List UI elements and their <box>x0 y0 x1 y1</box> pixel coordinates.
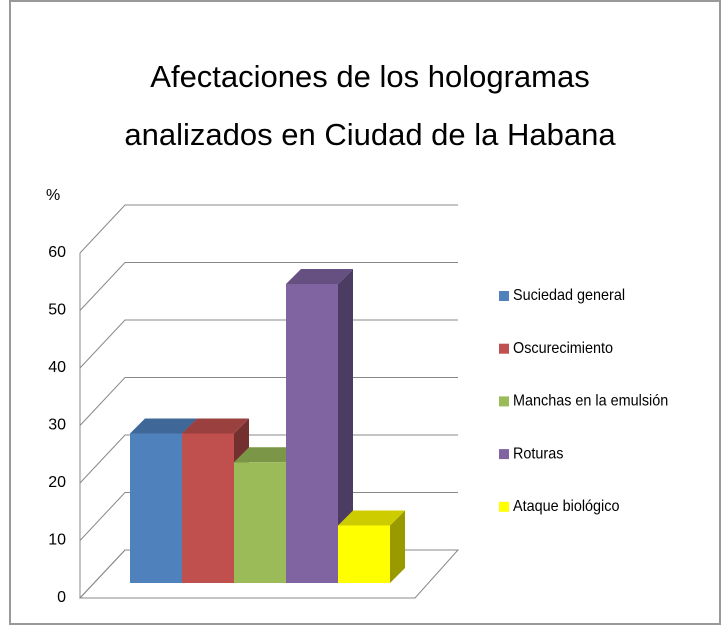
y-tick-label: 20 <box>48 474 66 491</box>
y-tick-label: 40 <box>48 359 66 376</box>
grid-line <box>79 262 458 311</box>
y-tick-label: 0 <box>57 589 66 606</box>
y-tick-label: 60 <box>48 244 66 261</box>
bar-top <box>338 510 405 526</box>
legend-swatch <box>499 343 509 354</box>
bar <box>338 525 390 583</box>
bar <box>182 433 234 583</box>
legend-label: Oscurecimiento <box>513 339 613 357</box>
bar <box>286 284 338 583</box>
legend-swatch <box>499 396 509 407</box>
bar <box>130 433 182 583</box>
y-tick-label: 10 <box>48 532 66 549</box>
bar-top <box>234 447 301 463</box>
legend-swatch <box>499 449 509 460</box>
y-tick-label: 50 <box>48 302 66 319</box>
bar-top <box>182 418 249 434</box>
legend-label: Suciedad general <box>513 287 625 305</box>
legend-swatch <box>499 501 509 512</box>
bar-top <box>286 269 353 284</box>
legend-label: Manchas en la emulsión <box>513 392 668 410</box>
chart-title: Afectaciones de los hologramas analizado… <box>124 59 616 152</box>
bar <box>234 462 286 583</box>
y-tick-label: 30 <box>48 417 66 434</box>
legend-swatch <box>499 291 509 301</box>
bar-side <box>390 510 405 583</box>
y-axis-label: % <box>46 187 60 204</box>
bar-side <box>338 269 353 583</box>
legend-label: Ataque biológico <box>513 497 619 515</box>
legend-label: Roturas <box>513 445 564 463</box>
bar-top <box>130 418 197 434</box>
grid-line <box>79 204 458 254</box>
